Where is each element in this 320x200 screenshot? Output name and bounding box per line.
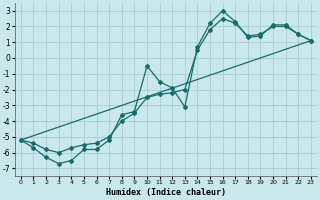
- X-axis label: Humidex (Indice chaleur): Humidex (Indice chaleur): [106, 188, 226, 197]
